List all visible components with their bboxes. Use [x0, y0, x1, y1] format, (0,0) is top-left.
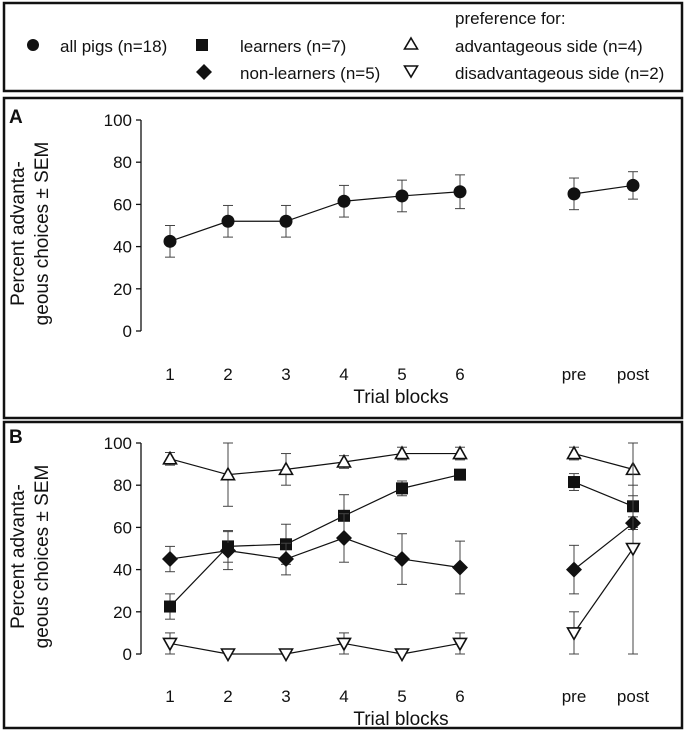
panel-b-y-tick-label: 20: [113, 603, 132, 622]
panel-b-frame: [2, 420, 684, 730]
legend-triangle-up-marker: [403, 36, 419, 50]
panel-b-series-diamond-point: [452, 559, 468, 576]
legend-disadvantageous: disadvantageous side (n=2): [455, 64, 664, 83]
legend: all pigs (n=18) learners (n=7) non-learn…: [2, 1, 684, 93]
panel-b-series-diamond-point: [336, 529, 352, 546]
panel-b-x-tick-label: 1: [165, 687, 174, 706]
panel-b-series-square-point: [396, 482, 408, 495]
panel-b-series-square-line: [573, 481, 634, 507]
panel-b-x-tick-label: 4: [339, 687, 348, 706]
panel-a-series-circle-point: [395, 189, 409, 203]
panel-b-y-tick-label: 100: [104, 434, 132, 453]
panel-a-series-circle-point: [163, 234, 177, 248]
panel-b-series-triangle-down-point: [162, 637, 178, 652]
panel-b-x-tick-label: 6: [455, 687, 464, 706]
panel-a-series-circle-point: [626, 178, 640, 192]
panel-b-series-diamond-point: [394, 551, 410, 568]
panel-b-series-square-point: [454, 468, 466, 481]
panel-b-series-triangle-up-point: [566, 445, 582, 460]
legend-square-marker: [196, 39, 208, 51]
panel-a-x-tick-label: 3: [281, 365, 290, 384]
panel-b-series-triangle-up-point: [278, 461, 294, 476]
panel-a-y-axis-label-line1: Percent advanta-: [8, 161, 29, 306]
panel-b-series-triangle-up-point: [162, 450, 178, 465]
panel-b-y-tick-label: 40: [113, 561, 132, 580]
panel-b-series-square-point: [568, 476, 580, 489]
legend-frame: [2, 1, 684, 93]
panel-a-frame: [2, 96, 684, 420]
legend-diamond-marker: [196, 64, 212, 80]
legend-learners: learners (n=7): [240, 37, 346, 56]
panel-b-series-diamond-line: [573, 522, 634, 571]
panel-b-y-tick-label: 80: [113, 476, 132, 495]
panel-b-x-axis-label: Trial blocks: [353, 709, 448, 730]
panel-a-x-tick-label: pre: [562, 365, 587, 384]
panel-a-series-circle-point: [337, 194, 351, 208]
panel-b-letter: B: [9, 427, 23, 448]
panel-b-series-diamond-point: [566, 561, 582, 578]
panel-b-series-triangle-up-point: [394, 445, 410, 460]
panel-a-y-tick-label: 0: [123, 322, 132, 341]
panel-b-series-triangle-up-point: [452, 445, 468, 460]
panel-b-y-tick-label: 60: [113, 518, 132, 537]
legend-all-pigs: all pigs (n=18): [60, 37, 167, 56]
panel-b-series-diamond-point: [162, 551, 178, 568]
panel-a-x-tick-label: 5: [397, 365, 406, 384]
panel-a-letter: A: [9, 107, 23, 128]
panel-b-x-tick-label: 2: [223, 687, 232, 706]
panel-b-series-triangle-down-point: [452, 637, 468, 652]
panel-a-chart: 0 20 40 60 80 100 1 2 3 4 5 6 pre post Trial blocks Per…: [8, 111, 649, 408]
panel-b-series-triangle-down-point: [394, 648, 410, 663]
panel-a-x-tick-label: 6: [455, 365, 464, 384]
panel-a-y-axis-label-line2: geous choices ± SEM: [32, 142, 53, 326]
panel-a-series-circle-line: [573, 184, 634, 195]
panel-b-series-triangle-down-point: [278, 648, 294, 663]
panel-b-chart: 0 20 40 60 80 100 1 2 3 4 5 6 pre post Trial blocks Per…: [8, 434, 649, 730]
legend-non-learners: non-learners (n=5): [240, 64, 380, 83]
panel-a-series-circle-line: [169, 191, 461, 242]
panel-b-series-triangle-down-point: [220, 648, 236, 663]
panel-a-series-circle-point: [567, 187, 581, 201]
panel-b-series-triangle-up-line: [169, 452, 460, 476]
panel-b-series-triangle-down-line: [169, 642, 461, 655]
panel-a-y-tick-label: 100: [104, 111, 132, 130]
panel-a-y-tick-label: 80: [113, 153, 132, 172]
panel-a-y-tick-label: 40: [113, 238, 132, 257]
panel-b-series-square-line: [169, 474, 461, 607]
panel-b-series-triangle-down-point: [336, 637, 352, 652]
panel-a-x-tick-label: 2: [223, 365, 232, 384]
panel-a-series-circle-point: [279, 214, 293, 228]
legend-advantageous: advantageous side (n=4): [455, 37, 643, 56]
panel-b-series-triangle-up-point: [336, 453, 352, 468]
panel-b-series-diamond-point: [278, 551, 294, 568]
panel-a-series-circle-point: [221, 214, 235, 228]
panel-a-y-tick-label: 20: [113, 280, 132, 299]
panel-b-series-triangle-up-line: [573, 452, 634, 470]
panel-b-x-tick-label: 3: [281, 687, 290, 706]
panel-b-series-triangle-down-point: [625, 542, 641, 557]
panel-b-series-triangle-down-line: [573, 548, 634, 634]
panel-b-y-axis-label-line2: geous choices ± SEM: [32, 465, 53, 649]
panel-b-x-tick-label: pre: [562, 687, 587, 706]
panel-b-y-tick-label: 0: [123, 645, 132, 664]
panel-b-series-diamond-point: [220, 542, 236, 559]
panel-b-x-tick-label: 5: [397, 687, 406, 706]
legend-preference-header: preference for:: [455, 9, 566, 28]
legend-circle-marker: [27, 39, 39, 51]
panel-b-series-triangle-up-point: [220, 466, 236, 481]
panel-a-x-tick-label: 1: [165, 365, 174, 384]
panel-a-y-tick-label: 60: [113, 195, 132, 214]
panel-a-x-tick-label: post: [617, 365, 649, 384]
panel-a-series-circle-point: [453, 185, 467, 199]
panel-b-series-square-point: [164, 600, 176, 613]
panel-b-series-diamond-line: [169, 537, 461, 569]
panel-a-x-axis-label: Trial blocks: [353, 387, 448, 408]
legend-triangle-down-marker: [403, 65, 419, 79]
panel-b-y-axis-label-line1: Percent advanta-: [8, 484, 29, 629]
panel-b-x-tick-label: post: [617, 687, 649, 706]
panel-b-series-triangle-down-point: [566, 627, 582, 642]
panel-a-x-tick-label: 4: [339, 365, 348, 384]
